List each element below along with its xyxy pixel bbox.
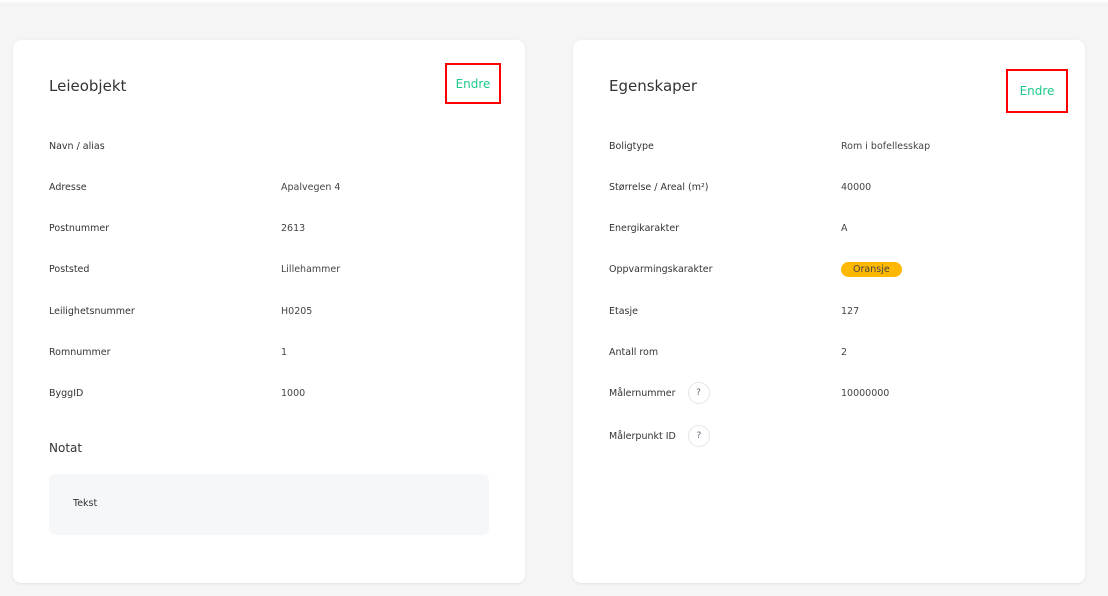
note-box: Tekst xyxy=(49,474,489,535)
field-value: 2 xyxy=(841,346,848,358)
field-label: Poststed xyxy=(49,263,90,275)
field-label: Etasje xyxy=(609,305,638,317)
field-row: Størrelse / Areal (m²) 40000 xyxy=(609,177,871,197)
field-value: 127 xyxy=(841,305,860,317)
field-label: Antall rom xyxy=(609,346,659,358)
field-label-wrap: Målernummer? xyxy=(609,382,841,404)
field-row: Antall rom 2 xyxy=(609,342,847,362)
edit-egenskaper-button[interactable]: Endre xyxy=(1006,69,1068,113)
field-label-wrap: Målerpunkt ID? xyxy=(609,425,841,447)
field-label: Navn / alias xyxy=(49,140,105,152)
field-row: Navn / alias xyxy=(49,136,281,156)
field-row: Oppvarmingskarakter Oransje xyxy=(609,259,902,279)
field-label: Målernummer xyxy=(609,387,676,399)
field-row: ByggID 1000 xyxy=(49,383,305,403)
egenskaper-card: Egenskaper Endre Boligtype Rom i bofelles… xyxy=(573,40,1085,583)
field-label: Leilighetsnummer xyxy=(49,305,135,317)
field-label: Postnummer xyxy=(49,222,110,234)
field-row: Adresse Apalvegen 4 xyxy=(49,177,340,197)
field-row: Leilighetsnummer H0205 xyxy=(49,301,312,321)
card-title: Leieobjekt xyxy=(49,77,127,95)
help-icon[interactable]: ? xyxy=(687,425,710,447)
field-row: Postnummer 2613 xyxy=(49,218,305,238)
field-row: Boligtype Rom i bofellesskap xyxy=(609,136,930,156)
field-value: Lillehammer xyxy=(281,263,341,275)
heating-grade-badge: Oransje xyxy=(841,261,902,277)
note-text: Tekst xyxy=(73,498,98,509)
field-label: Størrelse / Areal (m²) xyxy=(609,181,709,193)
field-value: 2613 xyxy=(281,222,306,234)
field-row: Poststed Lillehammer xyxy=(49,259,340,279)
top-bar xyxy=(0,0,1108,6)
field-label: Energikarakter xyxy=(609,222,680,234)
field-label: Målerpunkt ID xyxy=(609,430,676,442)
field-row: Energikarakter A xyxy=(609,218,848,238)
field-row: Etasje 127 xyxy=(609,301,859,321)
field-label: Romnummer xyxy=(49,346,111,358)
field-value: H0205 xyxy=(281,305,313,317)
leieobjekt-card: Leieobjekt Endre Navn / alias Adresse Apa… xyxy=(13,40,525,583)
field-label: Adresse xyxy=(49,181,87,193)
field-value: 1 xyxy=(281,346,288,358)
field-row: Målerpunkt ID? xyxy=(609,425,841,447)
field-value: Rom i bofellesskap xyxy=(841,140,931,152)
field-value: A xyxy=(841,222,848,234)
card-title: Egenskaper xyxy=(609,77,698,95)
note-title: Notat xyxy=(49,441,83,455)
field-value: Apalvegen 4 xyxy=(281,181,341,193)
field-value: 1000 xyxy=(281,387,306,399)
field-label: ByggID xyxy=(49,387,84,399)
field-row: Romnummer 1 xyxy=(49,342,287,362)
help-icon[interactable]: ? xyxy=(687,382,710,404)
field-row: Målernummer? 10000000 xyxy=(609,382,890,404)
field-value: 10000000 xyxy=(841,387,890,399)
field-label: Oppvarmingskarakter xyxy=(609,263,713,275)
edit-leieobjekt-button[interactable]: Endre xyxy=(445,63,501,104)
field-label: Boligtype xyxy=(609,140,654,152)
field-value: 40000 xyxy=(841,181,872,193)
